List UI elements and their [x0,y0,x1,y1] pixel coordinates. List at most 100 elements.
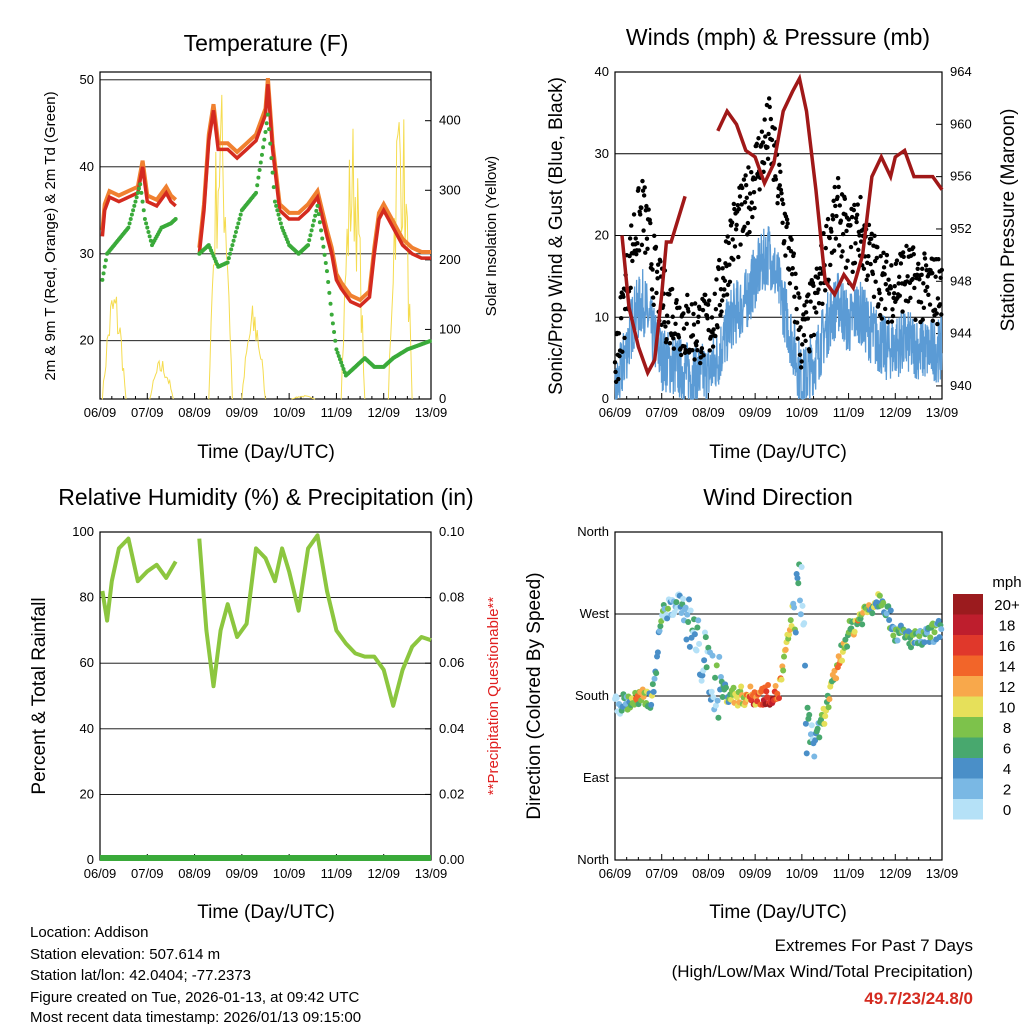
wind-direction-point [869,610,876,617]
gust-point [913,317,918,323]
gust-point [905,299,911,304]
dewpoint-point [103,258,108,263]
dewpoint-point [271,185,276,190]
gust-point [911,252,916,257]
gust-point [868,236,874,241]
gust-point [765,156,771,162]
gust-point [879,316,885,321]
gust-point [791,251,797,256]
x-tick-label: 10/09 [786,866,819,881]
gust-point [886,277,891,282]
dewpoint-point [228,251,233,256]
wind-direction-point [775,695,782,702]
wind-direction-point [648,701,655,708]
wind-direction-point [709,652,716,659]
legend-label: 10 [999,700,1016,717]
gust-point [673,321,678,327]
y2-tick-label: 948 [950,273,972,288]
gust-point [766,131,771,137]
wind-direction-point [719,693,726,700]
gust-point [849,214,855,220]
gust-point [741,177,747,182]
gust-point [725,234,730,239]
gust-point [777,162,782,167]
gust-point [820,301,825,306]
gust-point [937,302,943,307]
y2-tick-label: 944 [950,326,972,341]
gust-point [896,281,901,286]
gust-point [853,215,859,221]
wind-direction-point [880,599,887,606]
solar-line [101,296,127,400]
gust-point [797,352,803,358]
gust-point [617,353,622,359]
y-tick-label: 0 [602,391,609,406]
gust-point [891,291,897,296]
wind-direction-point [907,644,914,651]
gust-point [878,253,883,259]
gust-point [718,312,723,318]
gust-point [640,188,646,193]
legend-label: 0 [1003,802,1011,819]
gust-point [829,229,834,234]
gust-point [844,228,849,234]
gust-point [916,261,921,266]
wind-direction-point [839,657,846,664]
gust-point [734,222,739,228]
gust-point [737,194,743,199]
gust-point [756,136,761,141]
gust-point [811,332,817,338]
wind-direction-point [730,684,737,691]
gust-point [664,313,670,318]
gust-point [920,317,925,322]
gust-point [717,302,723,308]
gust-point [854,219,859,225]
gust-point [727,279,733,284]
temperature-title: Temperature (F) [184,30,349,56]
gust-point [837,243,842,248]
gust-point [883,281,888,287]
dewpoint-point [320,236,325,241]
gust-point [726,240,731,246]
gust-point [638,212,643,217]
dewpoint-point [265,112,270,117]
gust-point [717,257,722,263]
winds-panel: Winds (mph) & Pressure (mb) 0 10 20 30 40 940… [546,24,1019,463]
y2-tick-label: 0.00 [439,852,464,867]
dewpoint-point [134,195,139,200]
extremes-title: Extremes For Past 7 Days [775,936,973,955]
gust-point [681,311,686,316]
gust-point [784,217,790,222]
legend-swatch [953,737,983,758]
gust-point [884,259,889,264]
gust-point [812,305,817,310]
x-tick-label: 06/09 [84,866,117,881]
gust-point [833,203,838,209]
dewpoint-point [257,168,262,173]
gust-point [807,349,812,354]
gust-point [865,260,870,266]
gust-point [871,294,877,299]
wind-direction-point [814,725,821,732]
dewpoint-point [137,186,142,191]
y2-tick-label: 200 [439,252,461,267]
gust-point [724,292,730,297]
gust-point [831,198,836,204]
gust-point [912,285,917,291]
dewpoint-point [339,360,344,365]
dewpoint-point [226,256,231,261]
y2-tick-label: 956 [950,169,972,184]
wind-direction-point [685,618,692,625]
gust-point [749,200,754,205]
dewpoint-point [315,203,320,208]
dewpoint-point [332,330,337,335]
x-tick-label: 10/09 [786,405,819,420]
gust-point [667,341,673,346]
gust-point [655,262,661,267]
dewpoint-point [311,218,316,223]
gust-point [639,205,644,211]
gust-point [855,202,860,207]
wind-direction-panel: Wind Direction NorthEastSouthWestNorth06… [524,484,1022,923]
gust-point [794,320,800,325]
wind-direction-point [714,697,721,704]
